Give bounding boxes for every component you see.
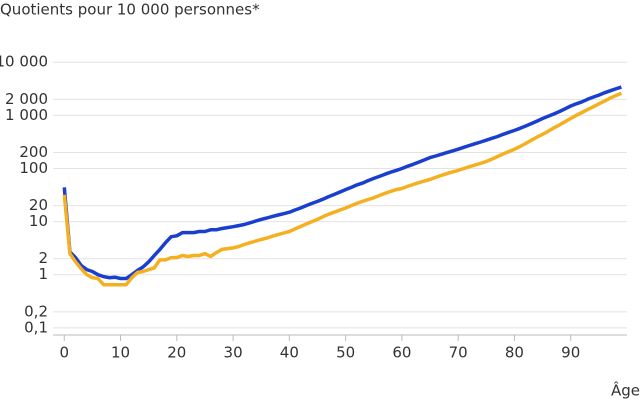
x-tick-label: 60: [392, 344, 411, 362]
y-tick-label: 2: [38, 249, 48, 267]
chart-title: Quotients pour 10 000 personnes*: [0, 1, 260, 19]
x-tick-label: 50: [336, 344, 355, 362]
y-tick-label: 0,1: [24, 318, 48, 336]
y-tick-label: 20: [29, 196, 48, 214]
series-line: [62, 85, 622, 281]
y-tick-label: 0,2: [24, 302, 48, 320]
y-tick-label: 10: [29, 212, 48, 230]
y-tick-label: 2 000: [5, 90, 48, 108]
x-axis-label: Âge: [611, 381, 640, 400]
x-tick-label: 30: [224, 344, 243, 362]
x-tick-label: 20: [167, 344, 186, 362]
x-tick-label: 40: [280, 344, 299, 362]
y-tick-label: 100: [19, 159, 48, 177]
y-tick-label: 1: [38, 265, 48, 283]
y-tick-label: 200: [19, 143, 48, 161]
x-tick-label: 70: [449, 344, 468, 362]
x-tick-label: 80: [505, 344, 524, 362]
y-tick-label: 10 000: [0, 53, 48, 71]
x-tick-label: 10: [111, 344, 130, 362]
x-tick-label: 0: [59, 344, 69, 362]
y-tick-label: 1 000: [5, 106, 48, 124]
x-tick-label: 90: [561, 344, 580, 362]
series-line: [62, 91, 623, 287]
